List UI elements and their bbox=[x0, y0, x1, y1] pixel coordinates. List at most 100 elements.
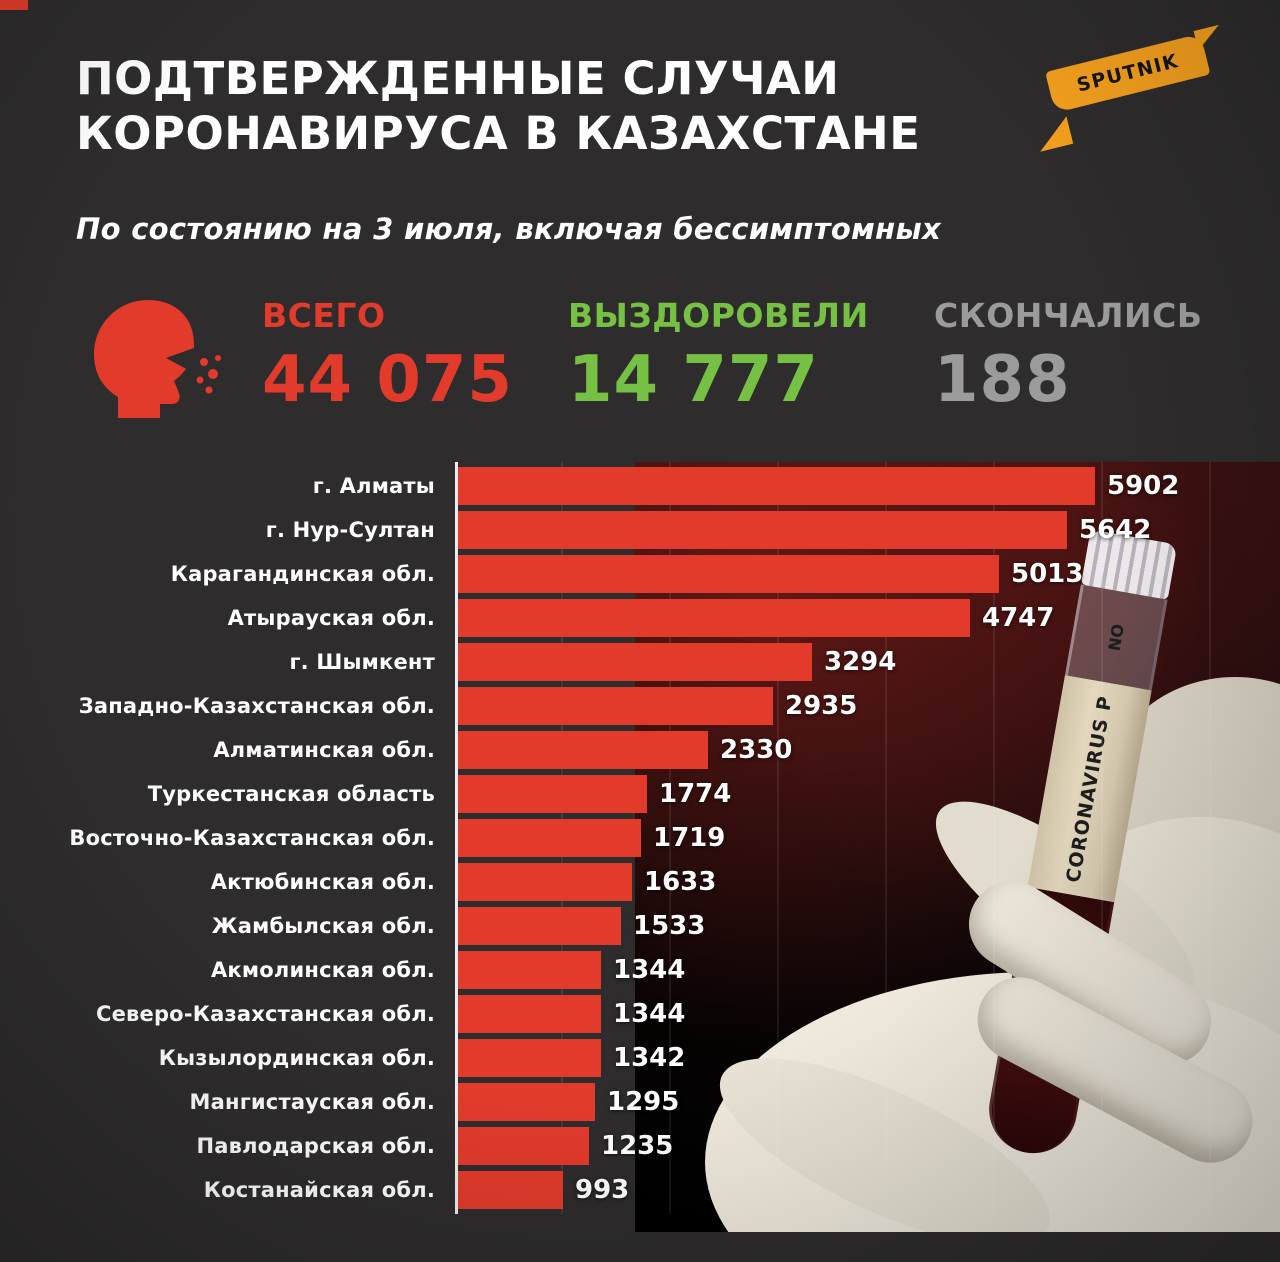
bar-value-label: 1719 bbox=[653, 823, 726, 853]
bar-track: 4747 bbox=[455, 599, 1280, 637]
bar bbox=[455, 511, 1067, 549]
bar bbox=[455, 1039, 601, 1077]
corner-accent bbox=[0, 0, 28, 10]
bar bbox=[455, 731, 708, 769]
bar-track: 1235 bbox=[455, 1127, 1280, 1165]
stat-block-total: ВСЕГО 44 075 bbox=[262, 296, 513, 417]
bar-value-label: 993 bbox=[575, 1175, 630, 1205]
bar-row: Восточно-Казахстанская обл. 1719 bbox=[0, 816, 1280, 860]
chart-axis-line bbox=[455, 462, 458, 1214]
sputnik-logo: SPUTNIK bbox=[1033, 24, 1224, 152]
bar-value-label: 1533 bbox=[633, 911, 706, 941]
bar-track: 1719 bbox=[455, 819, 1280, 857]
bar bbox=[455, 643, 812, 681]
bar-value-label: 3294 bbox=[824, 647, 897, 677]
bar bbox=[455, 995, 601, 1033]
bar-category-label: Восточно-Казахстанская обл. bbox=[69, 826, 435, 850]
bar-track: 1533 bbox=[455, 907, 1280, 945]
bar-row: г. Нур-Султан 5642 bbox=[0, 508, 1280, 552]
chart-rows: г. Алматы 5902 г. Нур-Султан 5642 Карагандин… bbox=[0, 464, 1280, 1212]
bar-value-label: 5642 bbox=[1079, 515, 1152, 545]
subtitle: По состоянию на 3 июля, включая бессимпт… bbox=[76, 212, 941, 246]
bar-track: 1295 bbox=[455, 1083, 1280, 1121]
stat-value-died: 188 bbox=[934, 343, 1071, 417]
stat-label-total: ВСЕГО bbox=[262, 296, 386, 335]
bar-value-label: 1344 bbox=[613, 999, 686, 1029]
bar-row: Карагандинская обл. 5013 bbox=[0, 552, 1280, 596]
bar-row: Атырауская обл. 4747 bbox=[0, 596, 1280, 640]
bar-value-label: 2935 bbox=[785, 691, 858, 721]
bar-category-label: Атырауская обл. bbox=[227, 606, 435, 630]
bar-value-label: 1633 bbox=[644, 867, 717, 897]
logo-tip-shape bbox=[1193, 24, 1224, 51]
bar-value-label: 1342 bbox=[613, 1043, 686, 1073]
bar-category-label: Кызылординская обл. bbox=[158, 1046, 435, 1070]
bar-category-label: Северо-Казахстанская обл. bbox=[95, 1002, 435, 1026]
bar-value-label: 1295 bbox=[607, 1087, 680, 1117]
bar bbox=[455, 687, 773, 725]
bar bbox=[455, 599, 970, 637]
title-line-2: КОРОНАВИРУСА В КАЗАХСТАНЕ bbox=[76, 106, 921, 160]
page-title: ПОДТВЕРЖДЕННЫЕ СЛУЧАИ КОРОНАВИРУСА В КАЗ… bbox=[76, 52, 920, 162]
title-line-1: ПОДТВЕРЖДЕННЫЕ СЛУЧАИ bbox=[76, 52, 840, 105]
bar-value-label: 1344 bbox=[613, 955, 686, 985]
stat-block-recovered: ВЫЗДОРОВЕЛИ 14 777 bbox=[568, 296, 869, 417]
bar-category-label: Карагандинская обл. bbox=[170, 562, 435, 586]
bar-value-label: 4747 bbox=[982, 603, 1055, 633]
bar-row: Павлодарская обл. 1235 bbox=[0, 1124, 1280, 1168]
stat-label-died: СКОНЧАЛИСЬ bbox=[934, 296, 1203, 335]
bar-category-label: Западно-Казахстанская обл. bbox=[78, 694, 435, 718]
bar-category-label: Акмолинская обл. bbox=[210, 958, 435, 982]
bar-track: 993 bbox=[455, 1171, 1280, 1209]
bar bbox=[455, 907, 621, 945]
bar bbox=[455, 775, 647, 813]
bar-category-label: г. Нур-Султан bbox=[265, 518, 435, 542]
bar-row: Актюбинская обл. 1633 bbox=[0, 860, 1280, 904]
logo-tail-shape bbox=[1033, 116, 1074, 152]
logo-ribbon: SPUTNIK bbox=[1045, 33, 1211, 113]
bar-track: 5642 bbox=[455, 511, 1280, 549]
bar bbox=[455, 1083, 595, 1121]
bar bbox=[455, 555, 999, 593]
bar bbox=[455, 1171, 563, 1209]
stat-value-recovered: 14 777 bbox=[568, 343, 819, 417]
bar-category-label: Костанайская обл. bbox=[203, 1178, 435, 1202]
bar-category-label: Мангистауская обл. bbox=[189, 1090, 435, 1114]
bar-value-label: 2330 bbox=[720, 735, 793, 765]
stat-block-died: СКОНЧАЛИСЬ 188 bbox=[934, 296, 1202, 417]
bar-category-label: г. Алматы bbox=[312, 474, 435, 498]
bar bbox=[455, 863, 632, 901]
bar-track: 5013 bbox=[455, 555, 1280, 593]
bar-row: Туркестанская область 1774 bbox=[0, 772, 1280, 816]
bar-row: Западно-Казахстанская обл. 2935 bbox=[0, 684, 1280, 728]
bar-row: Алматинская обл. 2330 bbox=[0, 728, 1280, 772]
bar-track: 2935 bbox=[455, 687, 1280, 725]
bar bbox=[455, 819, 641, 857]
bar-value-label: 1774 bbox=[659, 779, 732, 809]
logo-text: SPUTNIK bbox=[1074, 49, 1182, 97]
bar-row: г. Шымкент 3294 bbox=[0, 640, 1280, 684]
bar-value-label: 5013 bbox=[1011, 559, 1084, 589]
bar bbox=[455, 1127, 589, 1165]
bar-category-label: Павлодарская обл. bbox=[196, 1134, 435, 1158]
bar-track: 1633 bbox=[455, 863, 1280, 901]
bar-row: Акмолинская обл. 1344 bbox=[0, 948, 1280, 992]
bar-category-label: Алматинская обл. bbox=[213, 738, 435, 762]
bar-row: Северо-Казахстанская обл. 1344 bbox=[0, 992, 1280, 1036]
bar bbox=[455, 467, 1095, 505]
bar-track: 3294 bbox=[455, 643, 1280, 681]
cough-icon bbox=[82, 296, 232, 426]
bar-category-label: Актюбинская обл. bbox=[210, 870, 435, 894]
bar-track: 1344 bbox=[455, 995, 1280, 1033]
bar-value-label: 5902 bbox=[1107, 471, 1180, 501]
bar-track: 1344 bbox=[455, 951, 1280, 989]
bar-track: 1774 bbox=[455, 775, 1280, 813]
bar-row: Кызылординская обл. 1342 bbox=[0, 1036, 1280, 1080]
stat-value-total: 44 075 bbox=[262, 343, 513, 417]
bar bbox=[455, 951, 601, 989]
bar-category-label: г. Шымкент bbox=[289, 650, 435, 674]
bar-track: 5902 bbox=[455, 467, 1280, 505]
bar-category-label: Жамбылская обл. bbox=[211, 914, 435, 938]
